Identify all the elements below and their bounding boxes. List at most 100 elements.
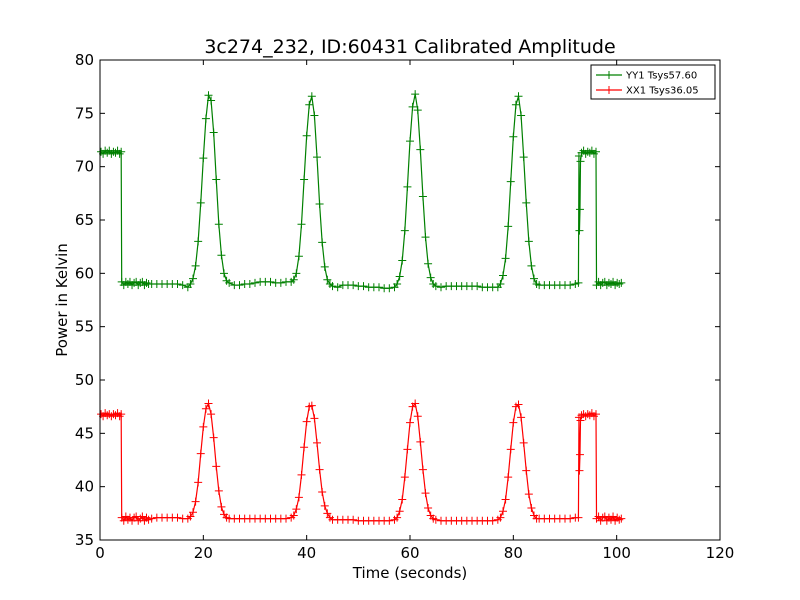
data-point [297, 470, 306, 479]
data-point [602, 281, 611, 290]
data-point [292, 269, 301, 278]
series-line [100, 93, 622, 289]
data-point [315, 465, 324, 474]
data-point [577, 148, 586, 157]
data-point [566, 281, 575, 290]
data-point [611, 516, 620, 525]
data-point [604, 513, 613, 522]
data-point [522, 466, 531, 475]
data-point [107, 412, 116, 421]
data-point [111, 411, 120, 420]
data-point [189, 274, 197, 283]
data-point [416, 145, 425, 154]
data-point [113, 146, 122, 155]
data-point [587, 409, 596, 418]
data-point [191, 261, 200, 270]
series-2 [97, 399, 626, 525]
data-point [318, 488, 327, 496]
data-point [123, 515, 132, 524]
data-point [395, 507, 404, 516]
axis-ticks: 0 20 40 60 80 100 120 35 40 45 50 55 60 65 70 75 80 [75, 51, 734, 562]
data-point [509, 132, 518, 141]
data-point [585, 411, 594, 420]
data-point [600, 277, 609, 286]
data-point [418, 192, 427, 201]
data-point [589, 412, 598, 421]
data-point [136, 514, 145, 523]
legend-marker [605, 71, 613, 79]
data-point [385, 516, 394, 525]
data-point [300, 175, 309, 184]
data-point [488, 516, 497, 525]
data-point [575, 466, 584, 475]
data-point [107, 149, 116, 158]
data-point [574, 278, 583, 287]
data-point [514, 92, 523, 101]
data-point [615, 280, 624, 288]
data-point [606, 515, 615, 524]
data-point [574, 513, 583, 522]
data-point [609, 512, 618, 521]
data-point [583, 147, 592, 156]
data-point [406, 418, 414, 427]
data-point [395, 272, 404, 281]
data-point [575, 226, 584, 235]
y-tick-label: 45 [75, 424, 94, 442]
data-point [207, 96, 216, 105]
data-point [585, 148, 594, 157]
data-point [385, 284, 394, 293]
data-point [579, 146, 588, 155]
data-point [302, 131, 311, 140]
data-point [424, 504, 433, 512]
data-point [266, 277, 275, 286]
data-point [111, 148, 120, 157]
data-point [393, 513, 402, 522]
data-point [411, 399, 420, 408]
data-point [421, 489, 430, 498]
data-point [289, 275, 298, 284]
data-point [289, 511, 298, 520]
data-point [506, 445, 515, 454]
data-point [583, 410, 592, 419]
series-1 [97, 90, 626, 293]
y-tick-label: 50 [75, 371, 94, 389]
data-point [416, 437, 425, 446]
data-point [220, 269, 228, 278]
data-point [576, 416, 585, 425]
data-point [147, 514, 156, 523]
data-point [225, 278, 234, 287]
data-point [359, 282, 368, 291]
data-point [97, 410, 106, 419]
data-point [403, 182, 412, 191]
data-point [307, 92, 316, 101]
data-point [103, 148, 112, 157]
data-point [431, 282, 440, 291]
data-point [506, 177, 515, 186]
data-point [201, 114, 210, 123]
data-point [400, 226, 409, 235]
data-point [611, 281, 620, 290]
x-axis-label: Time (seconds) [352, 564, 468, 582]
data-point [292, 505, 301, 514]
data-point [418, 465, 427, 474]
data-point [496, 513, 505, 522]
data-point [123, 280, 132, 288]
data-point [613, 513, 622, 522]
data-point [209, 433, 218, 442]
data-point [524, 490, 533, 499]
legend: YY1 Tsys57.60 XX1 Tsys36.05 [590, 64, 716, 100]
data-point [501, 254, 510, 263]
data-point [617, 514, 626, 523]
data-point [119, 516, 128, 525]
data-point [437, 283, 445, 292]
data-point [517, 111, 526, 120]
data-point [173, 280, 182, 288]
data-point [589, 149, 598, 158]
y-axis-label: Power in Kelvin [53, 243, 71, 357]
legend-label: YY1 Tsys57.60 [625, 71, 697, 82]
data-point [600, 512, 609, 521]
data-point [189, 508, 197, 517]
data-point [199, 154, 208, 163]
data-point [191, 497, 200, 506]
x-tick-label: 0 [95, 544, 105, 562]
